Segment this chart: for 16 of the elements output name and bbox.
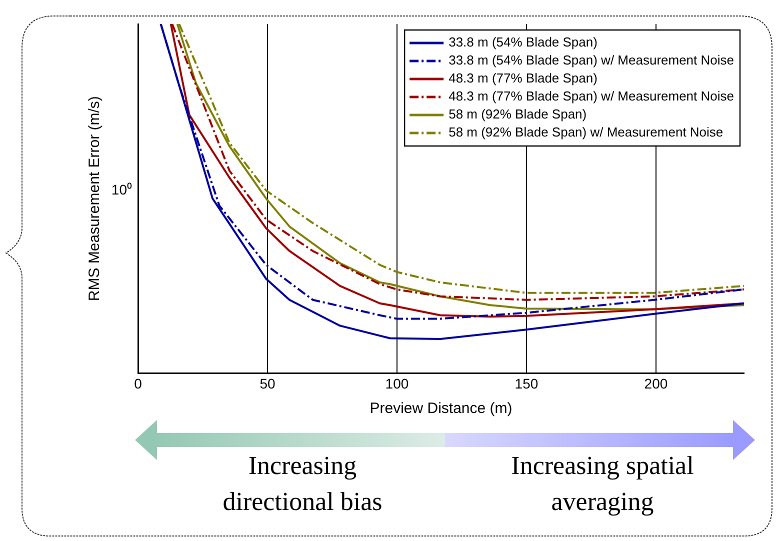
x-tick-label: 50: [260, 375, 276, 392]
x-tick-label: 200: [644, 375, 668, 392]
legend-label: 48.3 m (77% Blade Span) w/ Measurement Noise: [448, 88, 734, 104]
legend-label: 48.3 m (77% Blade Span): [448, 70, 598, 86]
x-tick-label: 100: [385, 375, 409, 392]
y-axis-title: RMS Measurement Error (m/s): [86, 96, 104, 302]
legend-label: 33.8 m (54% Blade Span): [448, 34, 598, 50]
x-tick-label: 0: [134, 375, 142, 392]
x-axis-title: Preview Distance (m): [370, 400, 512, 418]
legend-label: 58 m (92% Blade Span): [448, 106, 587, 122]
text: Increasing spatial averaging: [510, 450, 695, 518]
x-tick-label: 150: [514, 375, 538, 392]
text: Increasing directional bias: [222, 450, 384, 518]
text: 10⁰: [111, 181, 132, 198]
legend-label: 58 m (92% Blade Span) w/ Measurement Noise: [448, 124, 724, 140]
legend-label: 33.8 m (54% Blade Span) w/ Measurement Noise: [448, 52, 734, 68]
